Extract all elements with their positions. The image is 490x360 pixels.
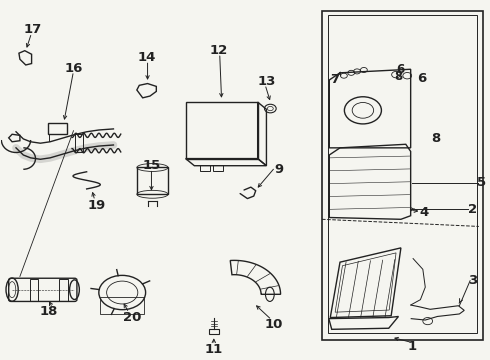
Text: 3: 3	[468, 274, 478, 287]
Text: 12: 12	[209, 44, 227, 57]
Text: 15: 15	[142, 159, 161, 172]
Text: 14: 14	[137, 51, 156, 64]
Text: 17: 17	[24, 23, 42, 36]
Text: 13: 13	[258, 75, 276, 88]
Bar	[186, 102, 258, 158]
Text: 9: 9	[274, 163, 284, 176]
Bar	[137, 167, 168, 194]
Text: 7: 7	[331, 73, 340, 86]
Text: 8: 8	[394, 70, 403, 83]
Bar	[100, 297, 144, 314]
Text: 2: 2	[468, 203, 478, 216]
Bar	[200, 165, 210, 171]
Text: 11: 11	[205, 343, 223, 356]
Text: 1: 1	[408, 339, 416, 352]
Text: 6: 6	[396, 63, 404, 76]
Bar	[328, 15, 477, 333]
Text: 10: 10	[264, 318, 282, 331]
Bar	[30, 279, 38, 301]
Bar	[59, 279, 68, 301]
Text: 8: 8	[431, 132, 441, 145]
Bar	[48, 123, 67, 134]
Bar	[322, 12, 483, 340]
Bar	[213, 165, 223, 171]
Bar	[75, 134, 83, 152]
Text: 19: 19	[87, 198, 105, 212]
Text: 18: 18	[40, 305, 58, 318]
Text: 16: 16	[64, 62, 83, 75]
Text: 20: 20	[123, 311, 141, 324]
Text: 6: 6	[417, 72, 426, 85]
Bar	[209, 329, 219, 334]
Text: 4: 4	[419, 206, 429, 219]
Text: 5: 5	[477, 176, 486, 189]
